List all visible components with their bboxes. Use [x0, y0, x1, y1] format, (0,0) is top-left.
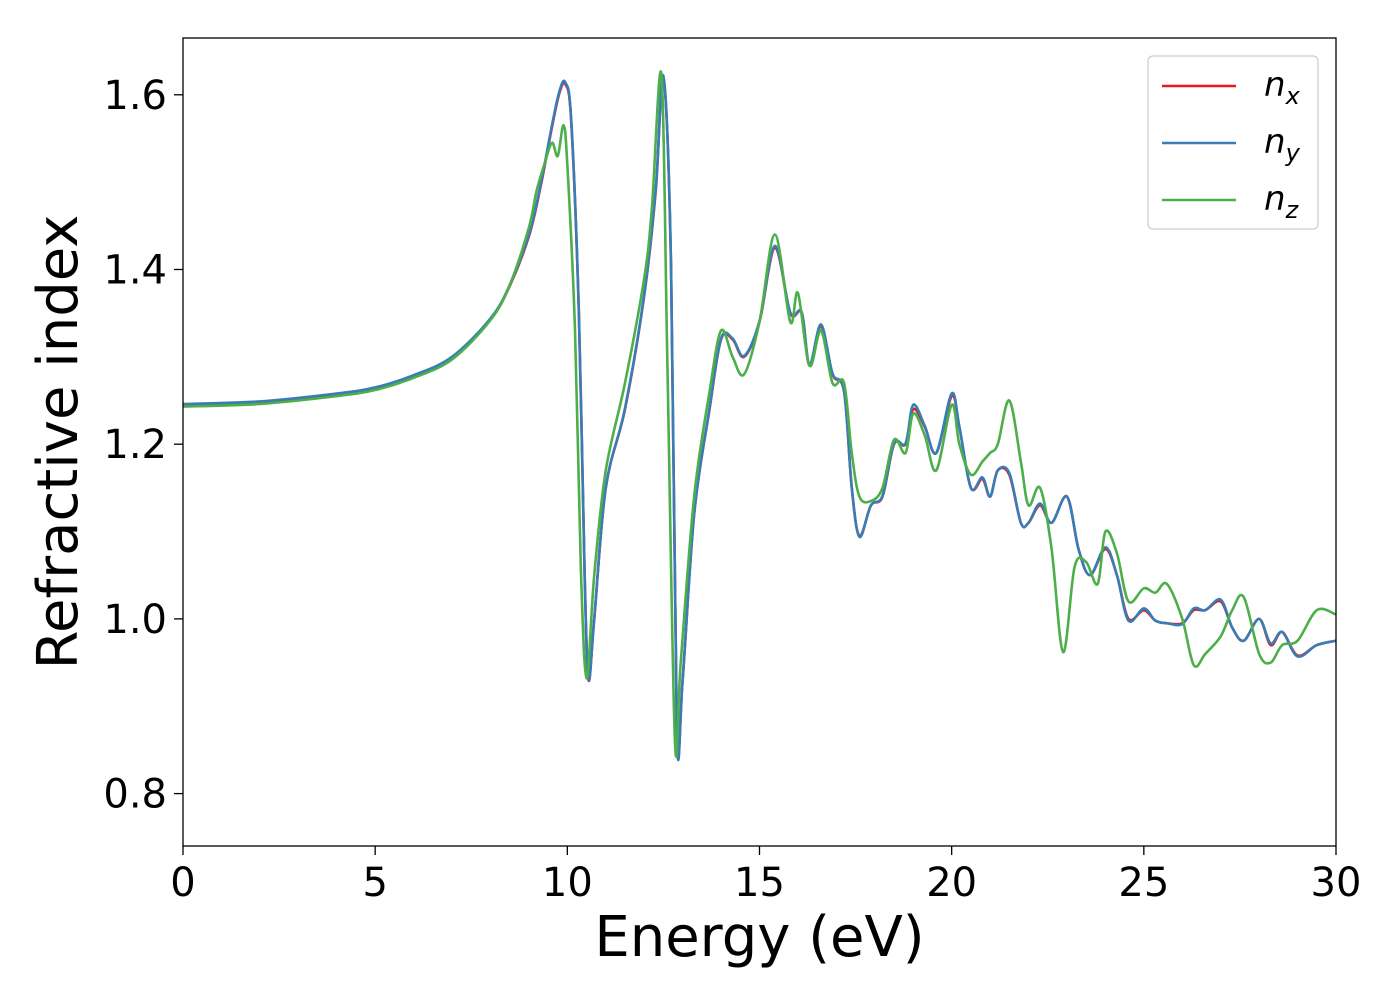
x-axis-title: Energy (eV): [594, 905, 924, 970]
y-axis-title: Refractive index: [26, 215, 91, 670]
x-tick-label: 5: [362, 860, 387, 906]
y-tick-label: 1.2: [103, 422, 167, 468]
series-layer: [183, 70, 1336, 762]
x-tick-label: 25: [1118, 860, 1169, 906]
x-tick-label: 0: [170, 860, 195, 906]
legend-items: nx ny nz: [1162, 65, 1301, 224]
y-tick-label: 1.4: [103, 247, 167, 293]
series-line-n-z: [183, 70, 1336, 758]
legend-label-n-y: ny: [1264, 122, 1301, 167]
x-tick-label: 10: [542, 860, 593, 906]
y-tick-label: 0.8: [103, 772, 167, 818]
x-tick-label: 15: [734, 860, 785, 906]
y-axis-ticks: 0.8 1.0 1.2 1.4 1.6: [103, 73, 183, 818]
y-tick-label: 1.0: [103, 597, 167, 643]
legend-label-n-z: nz: [1264, 179, 1300, 224]
x-tick-label: 30: [1311, 860, 1362, 906]
legend-label-n-x: nx: [1264, 65, 1301, 110]
x-tick-label: 20: [926, 860, 977, 906]
x-axis-ticks: 0 5 10 15 20 25 30: [170, 846, 1361, 906]
legend: nx ny nz: [1147, 55, 1319, 230]
series-line-n-y: [183, 73, 1336, 762]
y-tick-label: 1.6: [103, 73, 167, 119]
